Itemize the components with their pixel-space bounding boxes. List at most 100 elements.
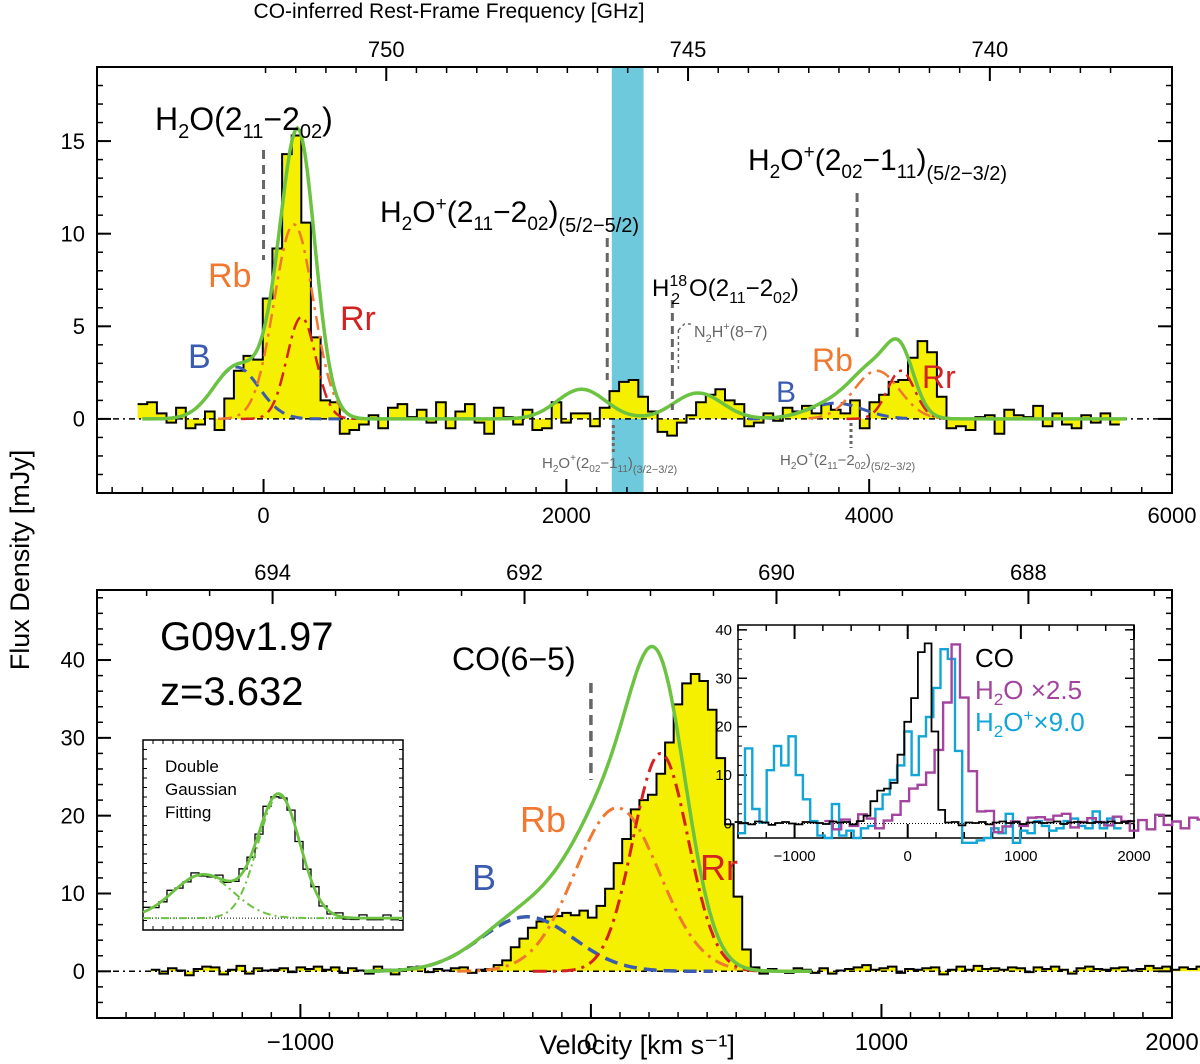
spectrum-bin-fill: [638, 396, 649, 419]
spectrum-bin-fill: [433, 969, 443, 972]
legend-co: CO: [975, 643, 1014, 673]
spectrum-bin-fill: [782, 407, 793, 419]
spectrum-bin-fill: [859, 418, 870, 429]
fit-component-b-h2o: [142, 365, 343, 421]
spectrum-bin-fill: [561, 418, 572, 423]
spectrum-bin-fill: [330, 967, 340, 972]
svg-text:H2O+(211−202)(5/2−3/2): H2O+(211−202)(5/2−3/2): [780, 450, 915, 473]
masked-channel-band: [611, 67, 644, 493]
spectrum-bin-fill: [1016, 968, 1026, 972]
spectrum-bin-fill: [202, 966, 212, 972]
spectrum-bin-fill: [291, 135, 302, 419]
spectrum-bin-fill: [1062, 418, 1072, 425]
spectrum-bin-fill: [349, 418, 360, 430]
x-tick-label: 1000: [855, 1029, 908, 1056]
spectrum-bin-fill: [956, 418, 967, 427]
x-tick-label: 2000: [1117, 848, 1150, 865]
spectrum-bin-fill: [330, 402, 341, 419]
spectrum-bin-fill: [705, 394, 716, 419]
spectrum-bin-fill: [272, 248, 283, 419]
spectrum-bin-fill: [455, 411, 466, 419]
spectrum-bin-fill: [1033, 967, 1043, 972]
label-rr-top1: Rr: [340, 300, 376, 338]
legend-h2o: H2O ×2.5: [975, 675, 1082, 709]
spectrum-bin-fill: [205, 411, 215, 419]
spectrum-bin-fill: [1162, 966, 1172, 972]
svg-text:H2O+(202−111)(5/2−3/2): H2O+(202−111)(5/2−3/2): [748, 142, 1007, 185]
spectrum-bin-fill: [1187, 969, 1197, 972]
spectrum-bin-fill: [667, 418, 678, 436]
top-tick-label: 690: [758, 560, 795, 585]
spectrum-bin-fill: [1042, 969, 1052, 972]
spectrum-bin-fill: [532, 418, 543, 430]
spectrum-bin-fill: [742, 949, 752, 972]
label-rb-top2: Rb: [812, 342, 853, 378]
spectrum-bin-fill: [553, 916, 563, 972]
spectrum-bin-fill: [819, 968, 829, 972]
top-tick-label: 750: [368, 37, 405, 62]
spectrum-bin-fill: [656, 773, 666, 972]
spectrum-bin-fill: [930, 967, 940, 972]
spectrum-bin-fill: [484, 418, 495, 434]
y-tick-label: 0: [73, 407, 85, 432]
spectrum-bin-fill: [845, 969, 855, 972]
spectrum-bin-fill: [587, 917, 597, 972]
y-tick-label: 40: [61, 648, 85, 673]
spectrum-bin-fill: [613, 863, 623, 972]
inset-series-h2o: [824, 643, 1200, 834]
inset-series-h2op: [737, 648, 1122, 844]
spectrum-bin-fill: [214, 418, 225, 430]
svg-text:Double: Double: [165, 757, 219, 776]
spectrum-bin-fill: [696, 402, 707, 419]
spectrum-bin-fill: [219, 971, 229, 975]
spectrum-bin-fill: [647, 794, 657, 972]
plot-frame: [96, 66, 1173, 494]
x-tick-label: −1000: [774, 848, 816, 865]
top-axis-title: CO-inferred Rest-Frame Frequency [GHz]: [254, 0, 645, 23]
fit-component-rb-h2o: [218, 223, 373, 421]
spectrum-bin-fill: [513, 418, 524, 425]
spectrum-bin-fill: [1110, 418, 1121, 425]
spectrum-bin-fill: [657, 418, 668, 432]
inset-y-tick-label: 40: [715, 622, 732, 639]
spectrum-bin-fill: [536, 921, 546, 972]
inset-frame: [142, 739, 404, 931]
spectrum-bin-fill: [946, 418, 957, 429]
spectrum-bin-fill: [310, 337, 321, 419]
spectrum-bin-fill: [185, 971, 195, 976]
x-tick-label: 2000: [542, 503, 591, 528]
spectrum-bin-fill: [253, 359, 264, 419]
spectrum-bin-fill: [862, 965, 872, 972]
top-tick-label: 740: [971, 37, 1008, 62]
y-tick-label: 5: [73, 314, 85, 339]
spectrum-bin-fill: [305, 969, 315, 972]
x-tick-label: 0: [584, 1029, 597, 1056]
fit-component-rb: [457, 806, 777, 973]
x-tick-label: −1000: [267, 1029, 334, 1056]
inset-series-co: [734, 642, 1136, 827]
spectrum-bin-fill: [1179, 967, 1189, 972]
y-tick-label: 10: [61, 881, 85, 906]
spectrum-bin-fill: [1013, 415, 1024, 419]
label-h2op-1: H2O+(211−202)(5/2−5/2): [380, 194, 639, 237]
spectrum-bin-fill: [445, 418, 456, 429]
spectrum-bin-fill: [224, 398, 235, 419]
spectrum-bin-fill: [279, 968, 289, 972]
spectrum-bin-fill: [927, 352, 938, 419]
top-tick-label: 692: [506, 560, 543, 585]
spectrum-bin-fill: [243, 355, 254, 419]
spectrum-bin-fill: [821, 404, 832, 419]
fit-component-b: [370, 915, 713, 974]
svg-text:Gaussian: Gaussian: [165, 780, 237, 799]
spectrum-bin-fill: [744, 418, 755, 427]
spectrum-bin-fill: [879, 394, 890, 419]
spectrum-bin-fill: [905, 969, 915, 972]
spectrum-bin-fill: [1153, 968, 1163, 972]
spectrum-bin-fill: [416, 409, 427, 419]
spectrum-bin-fill: [233, 370, 244, 419]
spectrum-bin-fill: [888, 381, 899, 419]
spectrum-bin-fill: [570, 915, 580, 972]
label-h2op-2: H2O+(202−111)(5/2−3/2): [748, 142, 1007, 185]
label-rb-top1: Rb: [208, 257, 251, 295]
spectrum-bin-fill: [599, 407, 610, 419]
